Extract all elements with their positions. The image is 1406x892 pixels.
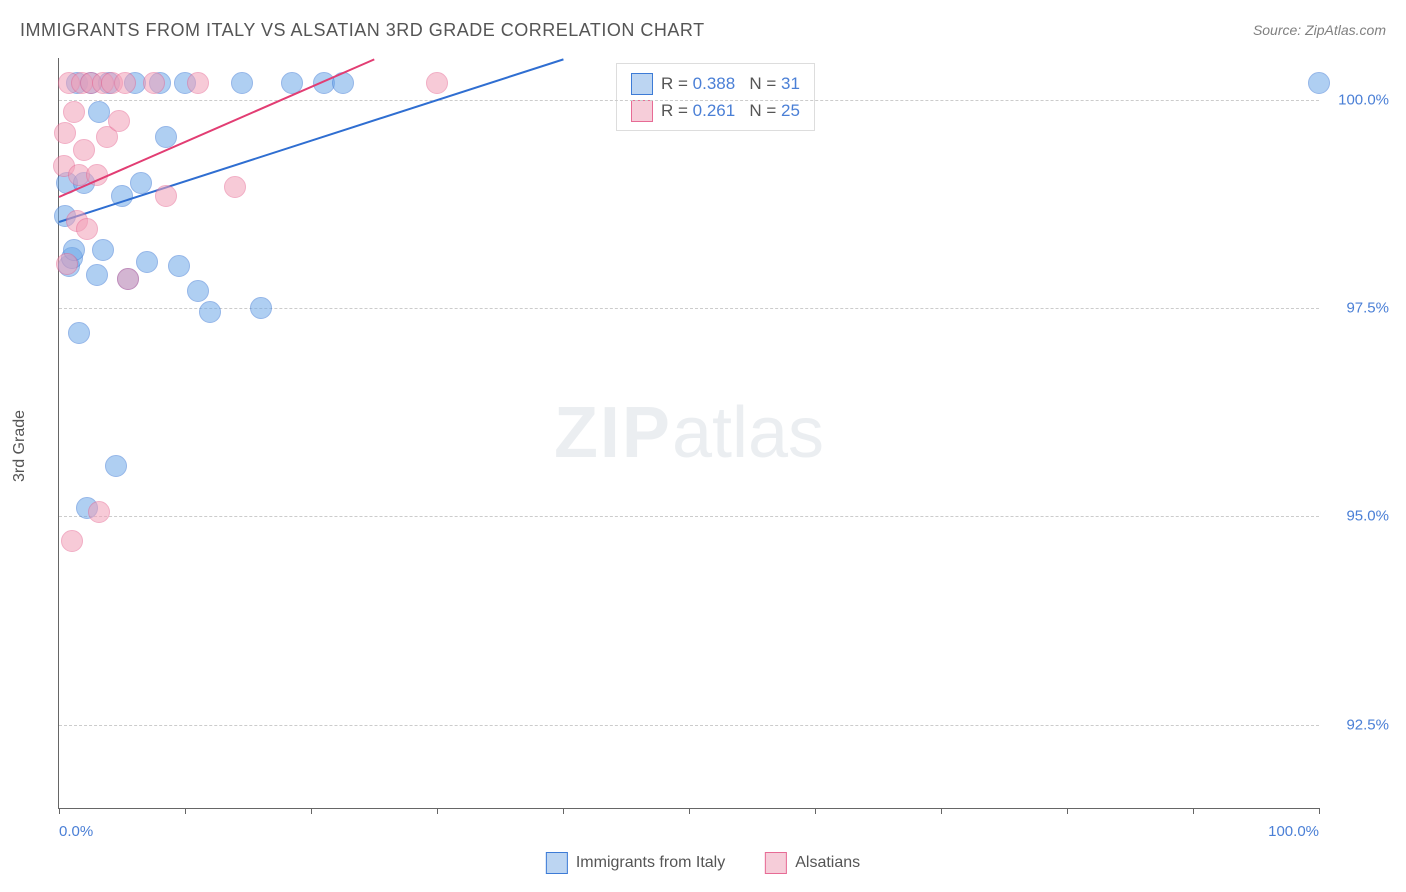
series-swatch xyxy=(631,100,653,122)
x-tick xyxy=(311,808,312,814)
stats-text: R = 0.261 N = 25 xyxy=(661,97,800,124)
legend-item: Alsatians xyxy=(765,852,860,874)
watermark-atlas: atlas xyxy=(672,393,824,473)
legend: Immigrants from Italy Alsatians xyxy=(546,852,860,874)
scatter-point xyxy=(1308,72,1330,94)
x-tick xyxy=(185,808,186,814)
scatter-point xyxy=(76,218,98,240)
watermark: ZIPatlas xyxy=(554,392,824,474)
scatter-point xyxy=(68,322,90,344)
scatter-point xyxy=(88,501,110,523)
stats-row: R = 0.261 N = 25 xyxy=(631,97,800,124)
scatter-plot: ZIPatlas R = 0.388 N = 31R = 0.261 N = 2… xyxy=(58,58,1319,809)
gridline xyxy=(59,100,1319,101)
scatter-point xyxy=(187,280,209,302)
scatter-point xyxy=(199,301,221,323)
x-tick-label: 0.0% xyxy=(59,823,93,840)
x-tick xyxy=(1319,808,1320,814)
x-tick-label: 100.0% xyxy=(1268,823,1319,840)
scatter-point xyxy=(105,455,127,477)
legend-label: Alsatians xyxy=(795,854,860,872)
x-tick xyxy=(437,808,438,814)
scatter-point xyxy=(168,255,190,277)
stats-box: R = 0.388 N = 31R = 0.261 N = 25 xyxy=(616,63,815,131)
stats-text: R = 0.388 N = 31 xyxy=(661,70,800,97)
scatter-point xyxy=(73,139,95,161)
scatter-point xyxy=(117,268,139,290)
legend-swatch xyxy=(546,852,568,874)
y-tick-label: 95.0% xyxy=(1329,508,1389,525)
scatter-point xyxy=(224,176,246,198)
series-swatch xyxy=(631,73,653,95)
scatter-point xyxy=(86,264,108,286)
x-tick xyxy=(941,808,942,814)
scatter-point xyxy=(231,72,253,94)
legend-swatch xyxy=(765,852,787,874)
scatter-point xyxy=(187,72,209,94)
scatter-point xyxy=(155,185,177,207)
x-tick xyxy=(1067,808,1068,814)
scatter-point xyxy=(54,122,76,144)
scatter-point xyxy=(63,101,85,123)
chart-title: IMMIGRANTS FROM ITALY VS ALSATIAN 3RD GR… xyxy=(20,20,705,41)
stats-row: R = 0.388 N = 31 xyxy=(631,70,800,97)
scatter-point xyxy=(92,239,114,261)
x-tick xyxy=(689,808,690,814)
legend-item: Immigrants from Italy xyxy=(546,852,725,874)
scatter-point xyxy=(250,297,272,319)
gridline xyxy=(59,516,1319,517)
source-label: Source: ZipAtlas.com xyxy=(1253,22,1386,38)
y-tick-label: 92.5% xyxy=(1329,716,1389,733)
scatter-point xyxy=(143,72,165,94)
scatter-point xyxy=(130,172,152,194)
scatter-point xyxy=(426,72,448,94)
x-tick xyxy=(1193,808,1194,814)
scatter-point xyxy=(136,251,158,273)
scatter-point xyxy=(56,253,78,275)
x-tick xyxy=(815,808,816,814)
gridline xyxy=(59,308,1319,309)
watermark-zip: ZIP xyxy=(554,393,672,473)
scatter-point xyxy=(108,110,130,132)
scatter-point xyxy=(61,530,83,552)
y-tick-label: 100.0% xyxy=(1329,91,1389,108)
y-axis-title: 3rd Grade xyxy=(11,410,29,482)
y-tick-label: 97.5% xyxy=(1329,300,1389,317)
scatter-point xyxy=(114,72,136,94)
x-tick xyxy=(59,808,60,814)
scatter-point xyxy=(88,101,110,123)
legend-label: Immigrants from Italy xyxy=(576,854,725,872)
gridline xyxy=(59,725,1319,726)
x-tick xyxy=(563,808,564,814)
